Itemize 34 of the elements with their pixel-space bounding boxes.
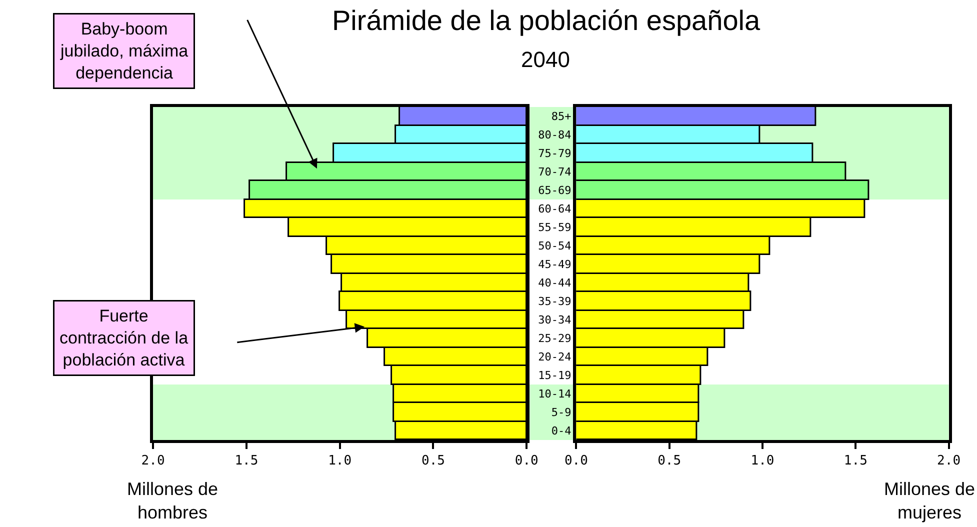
- y-tick-label: 25-29: [538, 332, 572, 346]
- x-tick-label: 0.0: [564, 453, 588, 468]
- y-tick-label: 70-74: [538, 166, 572, 179]
- y-tick-label: 60-64: [538, 202, 572, 216]
- x-tick-label: 0.0: [514, 453, 538, 468]
- text: Baby-boom jubilado, máxima dependencia: [60, 20, 189, 83]
- chart-subtitle: 2040: [521, 47, 570, 72]
- y-tick-label: 40-44: [538, 276, 572, 290]
- x-tick-label: 2.0: [141, 453, 165, 468]
- x-tick-label: 1.5: [844, 453, 868, 468]
- y-tick-label: 50-54: [538, 240, 572, 253]
- x-tick-label: 1.0: [750, 453, 774, 468]
- y-tick-label: 85+: [551, 110, 572, 124]
- x-tick-label: 0.5: [658, 453, 682, 468]
- y-tick-label: 30-34: [538, 314, 572, 327]
- y-tick-label: 55-59: [538, 221, 572, 234]
- x-tick-label: 2.0: [937, 453, 961, 468]
- y-tick-label: 65-69: [538, 184, 572, 198]
- y-tick-label: 5-9: [551, 406, 572, 420]
- y-tick-label: 75-79: [538, 147, 572, 160]
- y-tick-label: 10-14: [538, 388, 572, 401]
- x-axis-title: Millones de mujeres: [884, 479, 976, 522]
- y-tick-label: 15-19: [538, 369, 572, 382]
- y-tick-label: 20-24: [538, 350, 572, 364]
- y-tick-label: 0-4: [551, 424, 572, 438]
- x-axis-title: Millones de hombres: [127, 479, 218, 522]
- x-tick-label: 1.5: [234, 453, 258, 468]
- x-tick-label: 0.5: [421, 453, 445, 468]
- annotation: Fuerte contracción de la población activa: [60, 306, 189, 370]
- chart-title: Pirámide de la población española: [332, 5, 760, 36]
- y-tick-label: 35-39: [538, 295, 572, 308]
- x-tick-label: 1.0: [328, 453, 352, 468]
- y-tick-label: 45-49: [538, 258, 572, 272]
- y-tick-label: 80-84: [538, 128, 572, 142]
